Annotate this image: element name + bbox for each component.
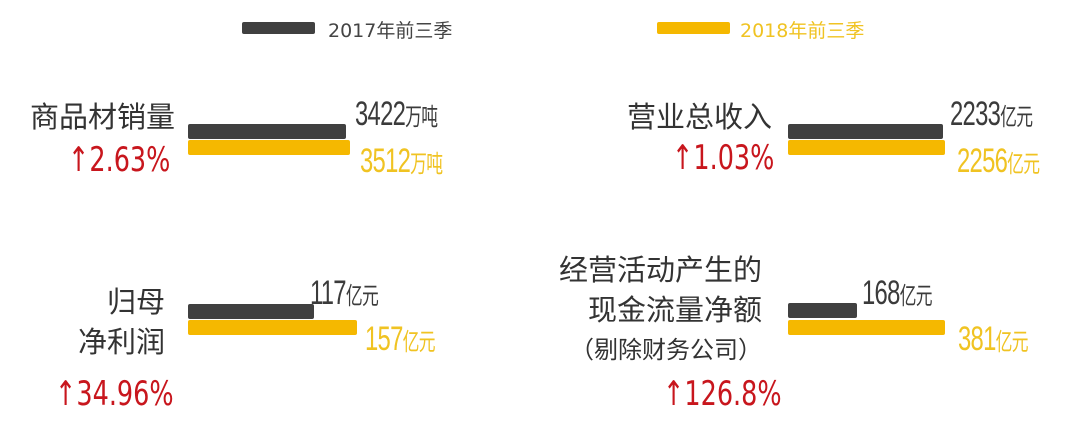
value-2017-revenue: 2233亿元 <box>950 95 1033 133</box>
bar-2018-net-profit <box>188 320 357 335</box>
change-revenue: ↑1.03% <box>672 138 775 178</box>
value-2018-net-profit: 157亿元 <box>365 320 436 358</box>
bar-2018-operating-cash-flow <box>788 320 945 335</box>
bar-2017-revenue <box>788 124 944 139</box>
panel-label-operating-cash-flow: 经营活动产生的 现金流量净额 （剔除财务公司） <box>558 253 762 364</box>
legend-swatch-2017 <box>242 22 315 34</box>
value-2017-operating-cash-flow: 168亿元 <box>862 274 933 312</box>
value-2017-net-profit: 117亿元 <box>310 274 379 312</box>
panel-label-revenue: 营业总收入 <box>626 100 772 134</box>
change-sales-volume: ↑2.63% <box>68 140 171 180</box>
legend-label-2017: 2017年前三季 <box>328 20 453 42</box>
value-2017-sales-volume: 3422万吨 <box>355 95 438 133</box>
legend-label-2018: 2018年前三季 <box>740 20 865 42</box>
bar-2017-net-profit <box>188 304 314 319</box>
change-net-profit: ↑34.96% <box>55 374 174 414</box>
legend-swatch-2018 <box>657 22 730 34</box>
change-operating-cash-flow: ↑126.8% <box>663 374 782 414</box>
bar-2018-sales-volume <box>188 140 350 155</box>
bar-2017-operating-cash-flow <box>788 303 858 318</box>
value-2018-operating-cash-flow: 381亿元 <box>958 320 1029 358</box>
value-2018-revenue: 2256亿元 <box>957 142 1040 180</box>
panel-label-sales-volume: 商品材销量 <box>29 100 175 134</box>
bar-2018-revenue <box>788 140 945 155</box>
value-2018-sales-volume: 3512万吨 <box>360 142 443 180</box>
bar-2017-sales-volume <box>188 124 346 139</box>
panel-label-net-profit: 归母 净利润 <box>77 285 165 359</box>
